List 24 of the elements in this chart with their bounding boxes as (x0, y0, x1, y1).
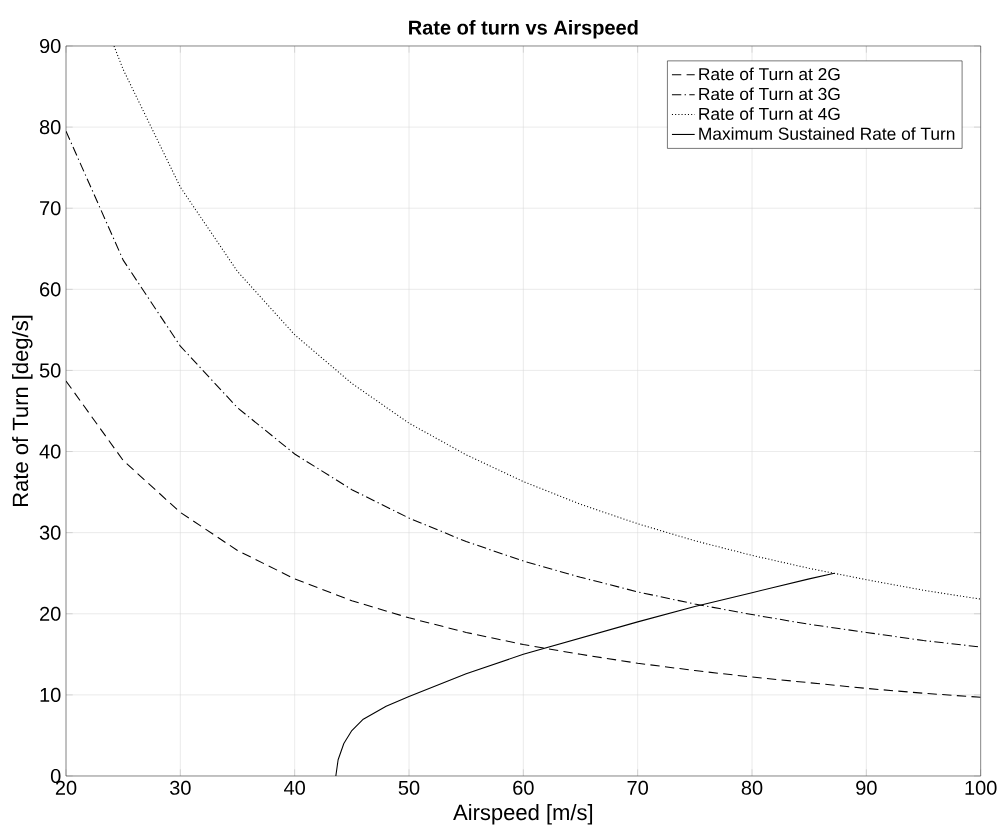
legend-label: Maximum Sustained Rate of Turn (699, 127, 955, 140)
y-tick-label: 40 (39, 444, 61, 459)
x-tick-label: 80 (741, 780, 763, 795)
x-axis-title: Airspeed [m/s] (453, 804, 593, 825)
chart-title: Rate of turn vs Airspeed (409, 19, 638, 39)
y-tick-label: 70 (40, 201, 61, 216)
x-tick-label: 40 (284, 780, 305, 795)
x-tick-label: 70 (627, 780, 648, 795)
y-tick-label: 50 (39, 363, 61, 378)
y-axis-title: Rate of Turn [deg/s] (12, 315, 33, 506)
y-tick-label: 20 (40, 606, 61, 621)
x-tick-label: 30 (169, 780, 191, 795)
y-tick-label: 30 (39, 525, 61, 540)
y-tick-label: 90 (39, 38, 61, 54)
legend-label: Rate of Turn at 3G (699, 87, 840, 101)
y-tick-label: 10 (40, 687, 61, 702)
x-tick-label: 60 (513, 780, 534, 795)
legend-label: Rate of Turn at 4G (699, 107, 840, 120)
x-tick-label: 100 (965, 780, 997, 795)
x-tick-label: 50 (398, 780, 420, 795)
legend-label: Rate of Turn at 2G (699, 67, 840, 81)
y-tick-label: 60 (40, 282, 61, 297)
x-tick-label: 90 (856, 780, 877, 795)
y-tick-label: 80 (39, 120, 61, 135)
